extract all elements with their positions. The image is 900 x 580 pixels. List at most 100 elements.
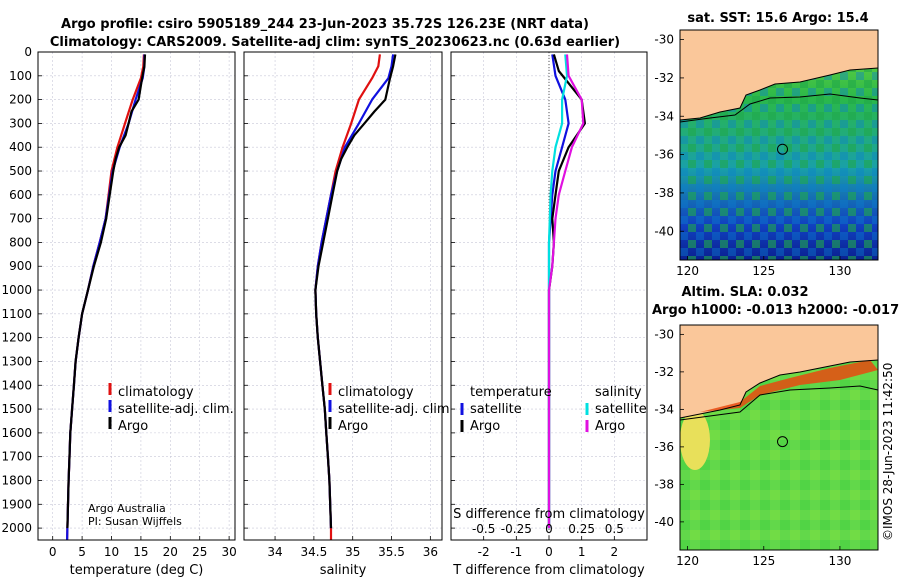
xtick-label: 34 — [267, 545, 282, 559]
legend-label: satellite — [595, 402, 647, 417]
sst-coastline — [679, 67, 879, 121]
plot-frame — [450, 51, 648, 541]
map-xtick-label: 130 — [828, 264, 851, 278]
xtick-label: 20 — [163, 545, 178, 559]
xtick-label: 34.5 — [301, 545, 328, 559]
map-xtick-label: 120 — [676, 554, 699, 568]
xtick-label: 0 — [49, 545, 57, 559]
ytick-label: 1900 — [1, 497, 32, 511]
map-xtick-label: 120 — [676, 264, 699, 278]
sla-map: 120 125 130 -30 -32 -34 -36 -38 -40 — [654, 324, 879, 568]
map-xtick-label: 125 — [752, 554, 775, 568]
xtick-label: 35.5 — [378, 545, 405, 559]
xtick-label: -2 — [478, 545, 490, 559]
difference-panel: -2 -1 0 1 2 T difference from climatology temp… — [450, 51, 648, 578]
xtick-label: 5 — [78, 545, 86, 559]
title-line-1: Argo profile: csiro 5905189_244 23-Jun-2… — [61, 17, 589, 32]
sla-map-title-2: Argo h1000: -0.013 h2000: -0.017 — [652, 303, 899, 318]
plot-background — [244, 52, 442, 540]
ytick-label: 1700 — [1, 450, 32, 464]
sla-map-frame — [679, 324, 879, 551]
ytick-label: 600 — [9, 188, 32, 202]
xtick-label: 35 — [345, 545, 360, 559]
xtick-label: 0 — [545, 545, 553, 559]
top-xtick-label: 0.25 — [568, 522, 595, 536]
map-xtick-label: 130 — [828, 554, 851, 568]
salinity-panel: 34 34.5 35 35.5 36 salinity climatology satelli… — [243, 51, 454, 578]
temperature-panel: 0 5 10 15 20 25 300100200300400500600700800900… — [1, 45, 236, 578]
map-ytick-label: -32 — [654, 71, 674, 85]
imos-timestamp: ©IMOS 28-Jun-2023 11:42:50 — [881, 363, 895, 541]
sla-argo-marker — [777, 436, 789, 448]
x-axis-label: T difference from climatology — [452, 563, 645, 578]
xtick-label: 2 — [611, 545, 619, 559]
ytick-label: 1200 — [1, 331, 32, 345]
sla-land — [680, 325, 878, 418]
ytick-label: 1300 — [1, 354, 32, 368]
ytick-label: 700 — [9, 212, 32, 226]
map-ytick-label: -34 — [654, 109, 674, 123]
legend-label: Argo — [338, 419, 368, 434]
legend-label: satellite-adj. clim. — [118, 402, 234, 417]
title-line-2: Climatology: CARS2009. Satellite-adj cli… — [50, 35, 620, 50]
legend-label: satellite-adj. clim. — [338, 402, 454, 417]
sst-argo-marker — [777, 143, 789, 155]
ytick-label: 0 — [24, 45, 32, 59]
ytick-label: 1500 — [1, 402, 32, 416]
map-ytick-label: -30 — [654, 33, 674, 47]
sla-map-title-1: Altim. SLA: 0.032 — [682, 285, 809, 300]
xtick-label: 30 — [221, 545, 236, 559]
map-ytick-label: -40 — [654, 224, 674, 238]
xtick-label: 25 — [192, 545, 207, 559]
ytick-label: 800 — [9, 235, 32, 249]
sla-warm-patch — [680, 410, 710, 470]
ytick-label: 400 — [9, 140, 32, 154]
map-ytick-label: -40 — [654, 515, 674, 529]
sla-high-band — [700, 360, 878, 412]
legend-label: Argo — [595, 419, 625, 434]
legend-label: Argo — [470, 419, 500, 434]
map-ytick-label: -34 — [654, 402, 674, 416]
map-ytick-label: -38 — [654, 477, 674, 491]
map-ytick-label: -38 — [654, 186, 674, 200]
ytick-label: 900 — [9, 259, 32, 273]
x-axis-label: temperature (deg C) — [70, 563, 204, 578]
series-line — [547, 54, 585, 529]
xtick-label: -1 — [510, 545, 522, 559]
legend-label: climatology — [118, 385, 194, 400]
xtick-label: 1 — [578, 545, 586, 559]
ytick-label: 1800 — [1, 473, 32, 487]
map-ytick-label: -36 — [654, 440, 674, 454]
map-ytick-label: -32 — [654, 365, 674, 379]
legend-label: satellite — [470, 402, 522, 417]
top-x-axis-label: S difference from climatology — [453, 507, 645, 522]
sst-land — [680, 30, 878, 120]
ytick-label: 1100 — [1, 307, 32, 321]
legend-label: Argo — [118, 419, 148, 434]
legend-group-title: temperature — [470, 385, 552, 400]
credit-line-2: PI: Susan Wijffels — [88, 515, 182, 528]
top-xtick-label: 0.5 — [605, 522, 624, 536]
sla-contour — [679, 385, 879, 421]
xtick-label: 10 — [104, 545, 119, 559]
legend-group-title: salinity — [595, 385, 642, 400]
sst-map-ticks: 120 125 130 -30 -32 -34 -36 -38 -40 — [654, 33, 851, 278]
ytick-label: 1600 — [1, 426, 32, 440]
sst-map: 120 125 130 -30 -32 -34 -36 -38 -40 — [654, 29, 879, 278]
ytick-label: 500 — [9, 164, 32, 178]
ytick-label: 1400 — [1, 378, 32, 392]
plot-background — [38, 52, 235, 540]
ytick-label: 200 — [9, 93, 32, 107]
sla-map-ticks: 120 125 130 -30 -32 -34 -36 -38 -40 — [654, 327, 851, 568]
credit-line-1: Argo Australia — [88, 502, 166, 515]
ytick-label: 2000 — [1, 521, 32, 535]
sla-coastline — [679, 359, 879, 419]
ytick-label: 1000 — [1, 283, 32, 297]
top-xtick-label: 0 — [545, 522, 553, 536]
xtick-label: 15 — [133, 545, 148, 559]
sst-contour — [679, 93, 879, 123]
map-ytick-label: -30 — [654, 327, 674, 341]
x-axis-label: salinity — [320, 563, 367, 578]
series-line — [314, 54, 397, 529]
